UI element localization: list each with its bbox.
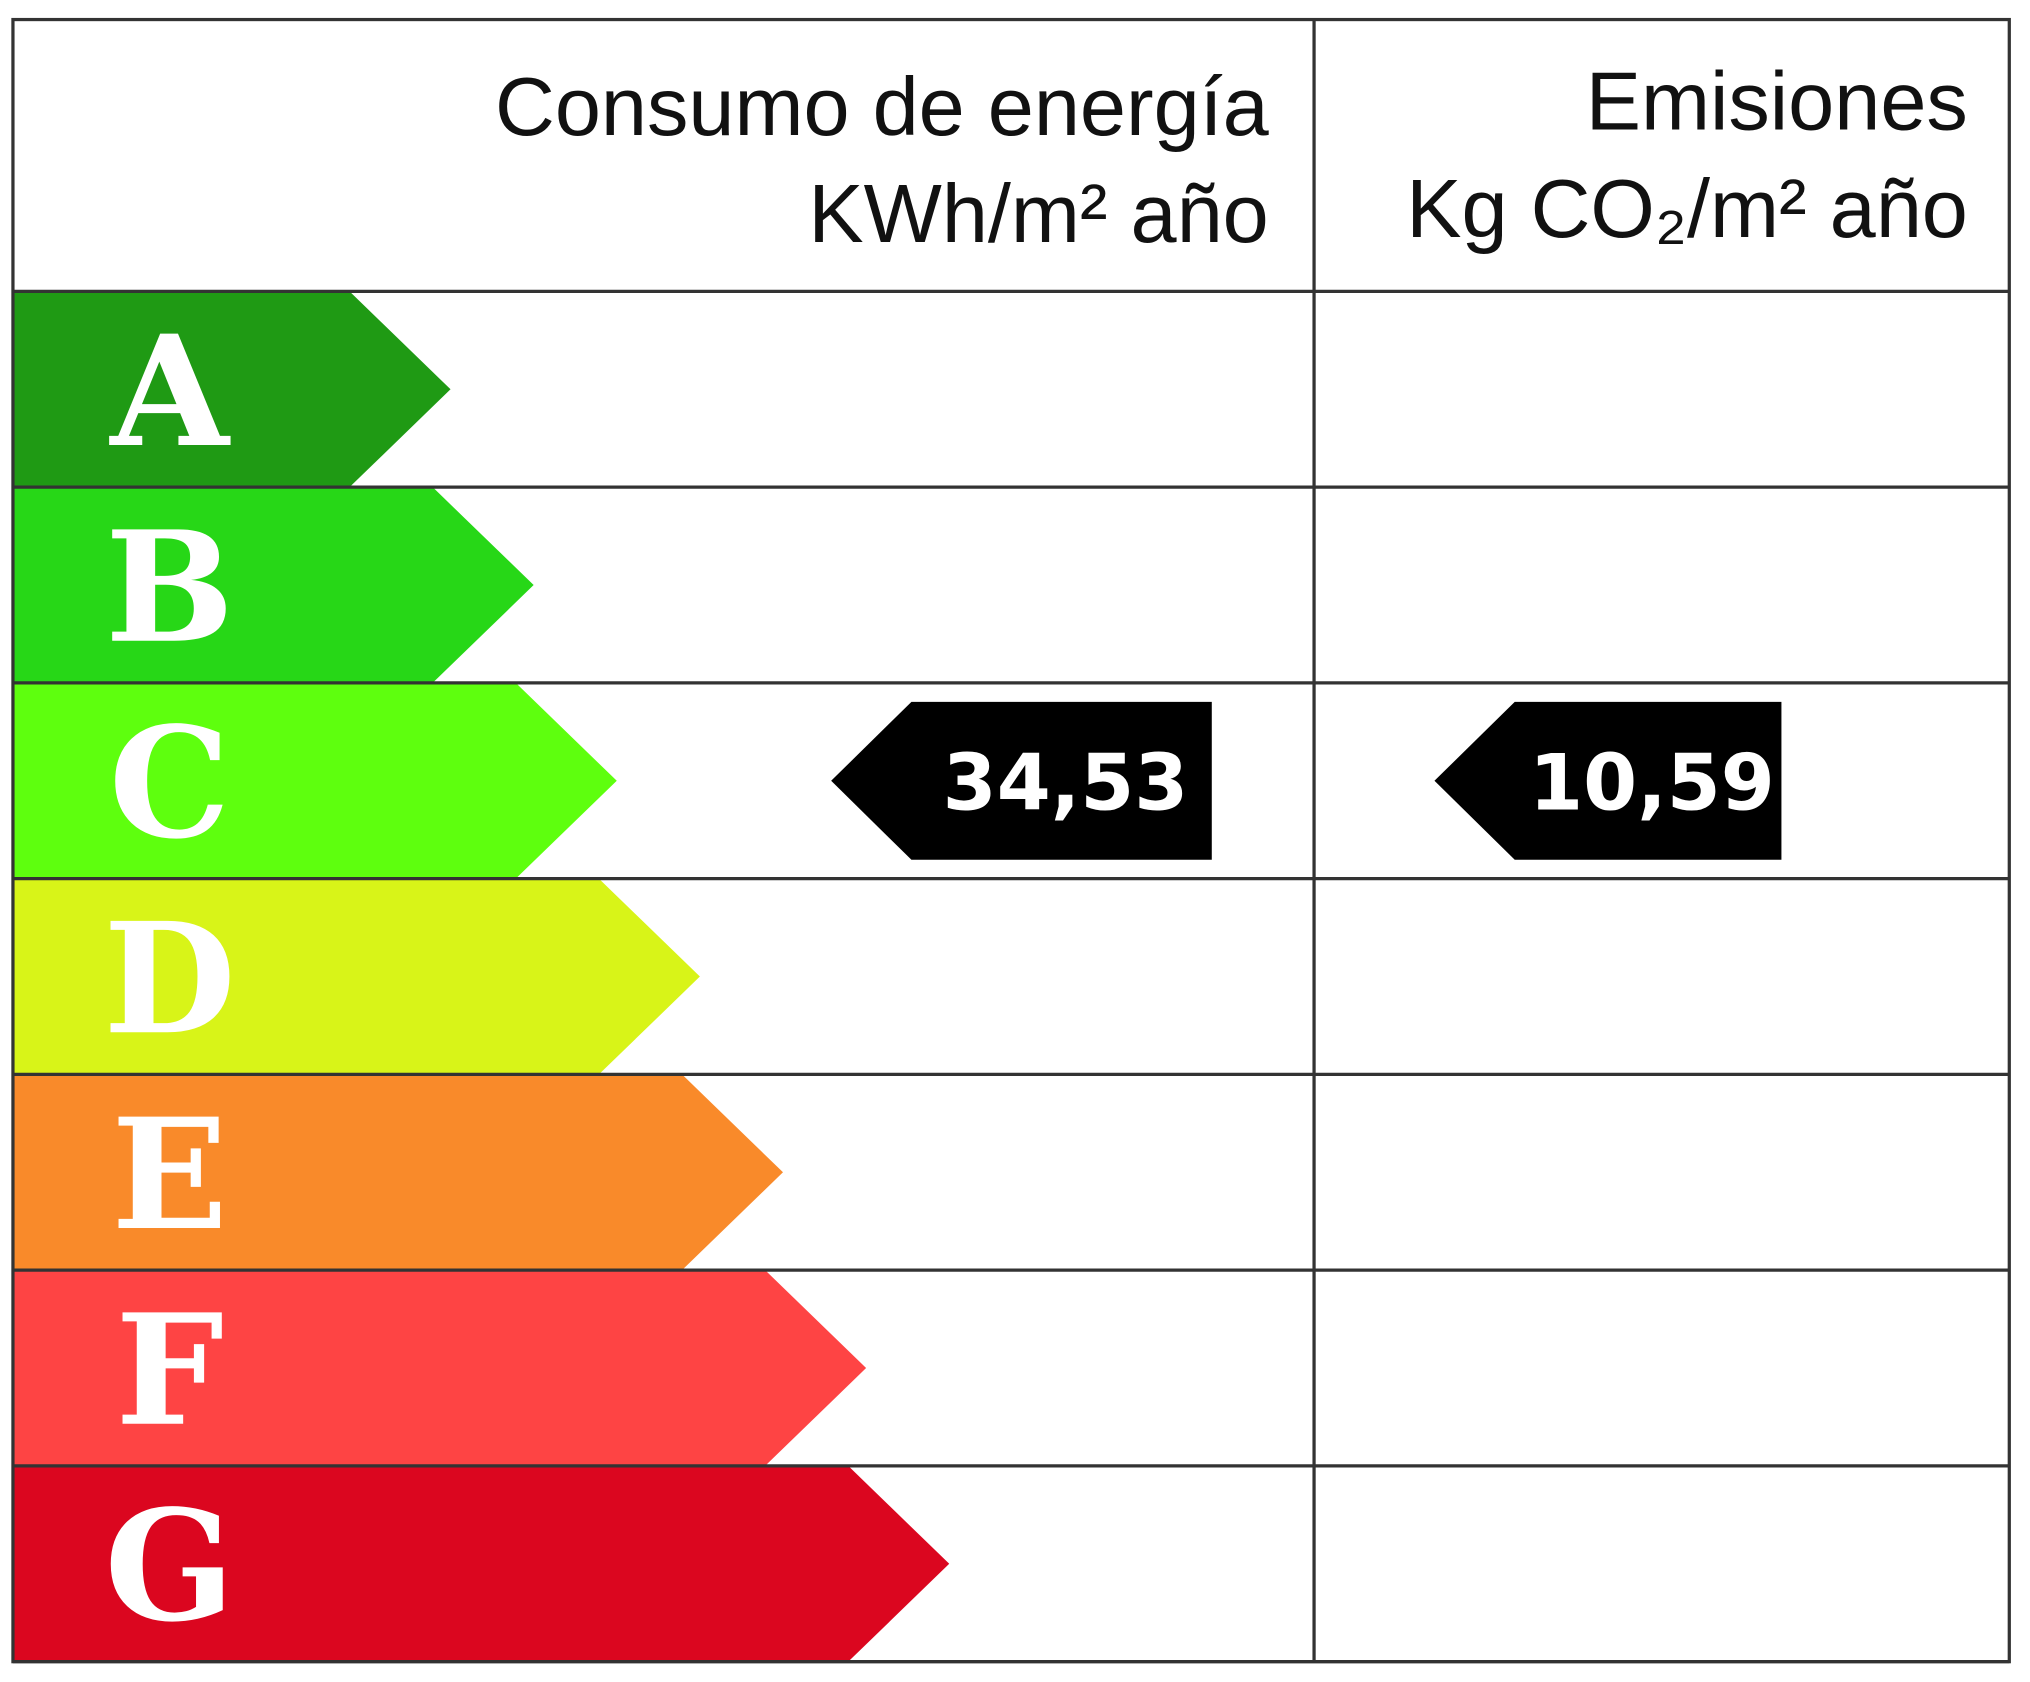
value-badge (1434, 701, 1782, 860)
rating-arrow (12, 1074, 784, 1271)
emissions-unit: Kg CO₂/m² año (1406, 162, 1968, 255)
rating-arrow (12, 1270, 867, 1466)
rating-letter: B (105, 499, 234, 678)
rating-letter: F (115, 1282, 223, 1461)
rating-letter: E (111, 1086, 227, 1265)
rating-arrow (12, 1465, 950, 1662)
table-border (11, 17, 2011, 1664)
energy-title: Consumo de energía (495, 60, 1270, 153)
rating-arrow (12, 291, 451, 488)
emissions-title: Emisiones (1586, 55, 1968, 148)
rating-letter: A (108, 303, 231, 482)
value-badge (831, 701, 1212, 860)
rating-letter: G (104, 1477, 234, 1656)
rating-letter: C (109, 694, 231, 873)
emissions-value: 10,59 (1529, 738, 1775, 828)
rating-arrow (12, 682, 617, 879)
rating-letter: D (103, 890, 235, 1069)
energy-unit: KWh/m² año (808, 167, 1268, 260)
energy-value: 34,53 (943, 738, 1189, 828)
rating-arrow (12, 487, 534, 683)
rating-arrow (12, 878, 700, 1075)
